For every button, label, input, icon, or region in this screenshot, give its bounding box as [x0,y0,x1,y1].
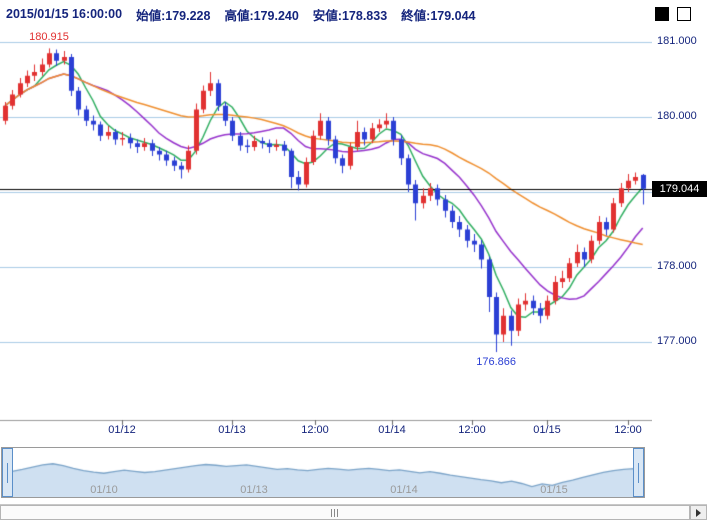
x-axis-tick-label: 12:00 [614,424,642,436]
navigator-tick-label: 01/15 [540,484,568,496]
open-value: 179.228 [165,8,211,23]
x-axis-tick-label: 01/12 [108,424,136,436]
navigator[interactable]: 01/10 01/13 01/14 01/15 [1,447,645,498]
navigator-tick-label: 01/13 [240,484,268,496]
y-axis-tick-label: 178.000 [657,260,697,272]
filled-candle-icon[interactable] [655,7,669,21]
x-axis-tick-label: 01/13 [218,424,246,436]
low-label: 安値: [312,8,342,23]
close-value: 179.044 [430,8,476,23]
x-axis-tick-label: 01/14 [378,424,406,436]
navigator-tick-label: 01/10 [90,484,118,496]
candlestick-chart[interactable] [0,30,652,428]
scrollbar-thumb[interactable] [0,505,690,520]
hollow-candle-icon[interactable] [677,7,691,21]
y-axis-tick-label: 180.000 [657,110,697,122]
high-annotation: 180.915 [29,31,69,44]
navigator-right-handle[interactable] [633,448,644,497]
close-field: 終値:179.044 [401,5,475,24]
x-axis-tick-label: 12:00 [458,424,486,436]
y-axis-tick-label: 181.000 [657,35,697,47]
x-axis-tick-label: 12:00 [301,424,329,436]
open-label: 始値: [136,8,166,23]
scrollbar-right-button[interactable] [690,505,707,520]
close-label: 終値: [401,8,431,23]
y-axis-tick-label: 177.000 [657,335,697,347]
low-value: 178.833 [341,8,388,23]
navigator-left-handle[interactable] [2,448,13,497]
open-field: 始値:179.228 [136,5,210,24]
high-value: 179.240 [253,8,299,23]
high-field: 高値:179.240 [224,5,298,24]
last-price-tag: 179.044 [652,180,707,197]
navigator-chart[interactable] [2,448,644,497]
low-annotation: 176.866 [476,356,516,369]
high-label: 高値: [224,8,254,23]
horizontal-scrollbar [0,504,707,520]
drag-grip-icon [331,509,339,517]
x-axis-tick-label: 01/15 [533,424,561,436]
ohlc-header: 2015/01/15 16:00:00 始値:179.228 高値:179.24… [6,0,490,28]
low-field: 安値:178.833 [313,5,387,24]
arrow-right-icon [696,508,701,517]
quote-datetime: 2015/01/15 16:00:00 [6,7,123,21]
navigator-tick-label: 01/14 [390,484,418,496]
